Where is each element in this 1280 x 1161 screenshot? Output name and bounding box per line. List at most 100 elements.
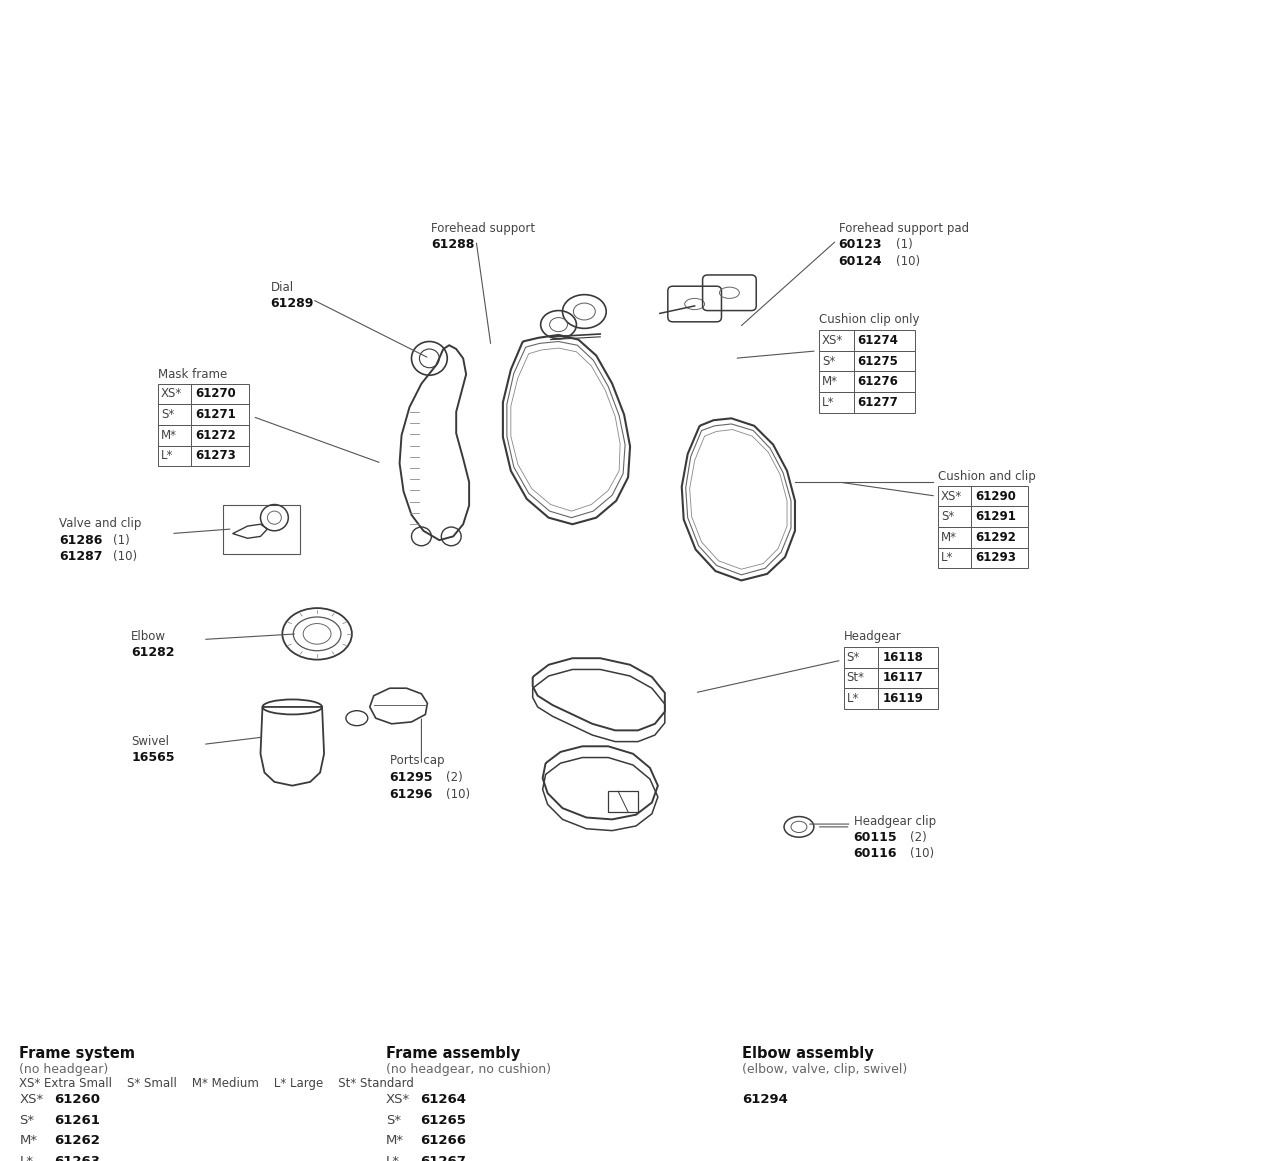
Text: 61267: 61267 — [420, 1155, 466, 1161]
Text: 61274: 61274 — [858, 334, 899, 347]
Text: (10): (10) — [114, 550, 137, 563]
Text: 61263: 61263 — [54, 1155, 100, 1161]
Text: L*: L* — [941, 551, 954, 564]
Text: XS*: XS* — [161, 388, 182, 401]
Text: M*: M* — [385, 1134, 403, 1147]
Text: 60123: 60123 — [838, 238, 882, 252]
Text: 61270: 61270 — [195, 388, 236, 401]
Bar — [844, 647, 938, 668]
Text: 61295: 61295 — [389, 771, 433, 784]
Text: 60115: 60115 — [854, 830, 897, 844]
Text: 61291: 61291 — [975, 510, 1016, 524]
Text: S*: S* — [822, 354, 835, 368]
Text: (10): (10) — [447, 787, 470, 801]
Text: 60116: 60116 — [854, 848, 897, 860]
Text: 61261: 61261 — [54, 1113, 100, 1127]
Text: 61293: 61293 — [975, 551, 1016, 564]
Bar — [223, 505, 301, 554]
Text: 16117: 16117 — [882, 671, 923, 684]
Text: XS*: XS* — [941, 490, 963, 503]
Text: S*: S* — [161, 408, 174, 421]
Bar — [159, 404, 248, 425]
Text: M*: M* — [19, 1134, 37, 1147]
Text: 61272: 61272 — [195, 428, 236, 441]
Text: 60124: 60124 — [838, 255, 882, 268]
Text: L*: L* — [822, 396, 835, 409]
Text: 61260: 61260 — [54, 1094, 100, 1106]
Bar — [159, 383, 248, 404]
Text: L*: L* — [846, 692, 859, 705]
Text: 61264: 61264 — [420, 1094, 466, 1106]
Text: 61292: 61292 — [975, 531, 1016, 543]
Text: Cushion clip only: Cushion clip only — [819, 313, 919, 326]
Text: 16565: 16565 — [132, 751, 175, 764]
Bar — [844, 668, 938, 688]
Text: 61288: 61288 — [431, 238, 475, 252]
Text: (2): (2) — [910, 830, 927, 844]
Text: Headgear clip: Headgear clip — [854, 815, 936, 828]
Text: 61262: 61262 — [54, 1134, 100, 1147]
Text: Headgear: Headgear — [844, 630, 901, 643]
Text: 61276: 61276 — [858, 375, 899, 388]
Text: 61286: 61286 — [59, 534, 102, 547]
Text: 61275: 61275 — [858, 354, 899, 368]
Text: 61266: 61266 — [420, 1134, 466, 1147]
Text: L*: L* — [161, 449, 174, 462]
Text: 61296: 61296 — [389, 787, 433, 801]
Text: 61277: 61277 — [858, 396, 899, 409]
Bar — [819, 392, 915, 412]
Text: S*: S* — [19, 1113, 35, 1127]
Text: (1): (1) — [114, 534, 131, 547]
Text: XS* Extra Small    S* Small    M* Medium    L* Large    St* Standard: XS* Extra Small S* Small M* Medium L* La… — [19, 1077, 415, 1090]
Text: Mask frame: Mask frame — [159, 368, 228, 381]
Text: S*: S* — [941, 510, 955, 524]
Text: Forehead support pad: Forehead support pad — [838, 223, 969, 236]
Text: 61287: 61287 — [59, 550, 102, 563]
Text: Ports cap: Ports cap — [389, 753, 444, 766]
Bar — [819, 372, 915, 392]
Text: M*: M* — [161, 428, 177, 441]
Text: 61273: 61273 — [195, 449, 236, 462]
Text: 61289: 61289 — [270, 296, 314, 310]
Text: XS*: XS* — [19, 1094, 44, 1106]
Text: S*: S* — [385, 1113, 401, 1127]
Bar — [608, 792, 637, 812]
Bar — [938, 548, 1028, 568]
Text: (elbow, valve, clip, swivel): (elbow, valve, clip, swivel) — [741, 1063, 908, 1076]
Text: St*: St* — [846, 671, 865, 684]
Text: XS*: XS* — [385, 1094, 410, 1106]
Text: L*: L* — [385, 1155, 399, 1161]
Text: Elbow: Elbow — [132, 630, 166, 643]
Text: 61290: 61290 — [975, 490, 1016, 503]
Bar — [844, 688, 938, 709]
Text: 16118: 16118 — [882, 651, 923, 664]
Bar — [819, 351, 915, 372]
Text: (no headgear, no cushion): (no headgear, no cushion) — [385, 1063, 550, 1076]
Text: Swivel: Swivel — [132, 735, 169, 748]
Text: Elbow assembly: Elbow assembly — [741, 1046, 873, 1061]
Bar — [159, 446, 248, 466]
Text: M*: M* — [941, 531, 957, 543]
Text: L*: L* — [19, 1155, 33, 1161]
Bar — [819, 330, 915, 351]
Text: M*: M* — [822, 375, 838, 388]
Text: (2): (2) — [447, 771, 463, 784]
Bar — [938, 506, 1028, 527]
Text: (10): (10) — [910, 848, 934, 860]
Text: Forehead support: Forehead support — [431, 223, 535, 236]
Text: Cushion and clip: Cushion and clip — [938, 470, 1036, 483]
Text: 61265: 61265 — [420, 1113, 466, 1127]
Text: XS*: XS* — [822, 334, 844, 347]
Text: Dial: Dial — [270, 281, 293, 294]
Text: Valve and clip: Valve and clip — [59, 517, 141, 529]
Text: Frame assembly: Frame assembly — [385, 1046, 520, 1061]
Text: S*: S* — [846, 651, 860, 664]
Bar — [938, 527, 1028, 548]
Text: (no headgear): (no headgear) — [19, 1063, 109, 1076]
Bar — [159, 425, 248, 446]
Text: (1): (1) — [896, 238, 913, 252]
Text: 61282: 61282 — [132, 646, 175, 659]
Bar — [938, 485, 1028, 506]
Text: 61294: 61294 — [741, 1094, 787, 1106]
Text: 61271: 61271 — [195, 408, 236, 421]
